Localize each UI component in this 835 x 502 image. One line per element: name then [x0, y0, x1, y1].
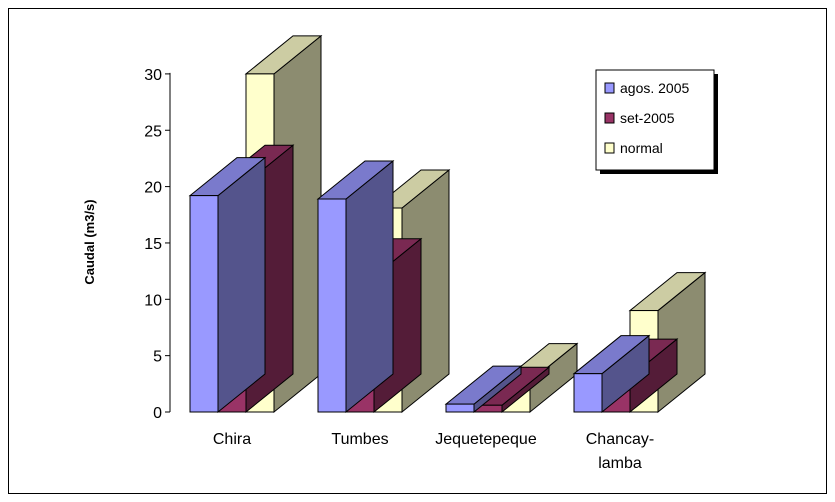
y-tick-label: 20 [144, 180, 162, 197]
category-label-line: Chancay- [586, 431, 654, 448]
y-axis: 0 5 10 15 20 25 30 [144, 67, 171, 422]
y-tick-label: 30 [144, 67, 162, 84]
legend-item: normal [604, 140, 663, 156]
bar-group [188, 34, 323, 414]
category-label: Chira [213, 431, 251, 448]
legend-item: set-2005 [604, 110, 675, 126]
bar-front-face [317, 198, 347, 413]
bar [444, 365, 523, 414]
legend-box [595, 69, 715, 171]
category-label: Jequetepeque [435, 431, 537, 448]
category-label: Chancay-lamba [586, 431, 654, 472]
legend-swatch [604, 142, 615, 154]
y-tick-label: 0 [153, 405, 162, 422]
bar-group [316, 159, 451, 414]
bar-front-face [573, 373, 603, 413]
category-label-line: Tumbes [331, 431, 388, 448]
category-labels: Chira Tumbes Jequetepeque Chancay-lamba [213, 431, 654, 472]
category-label: Tumbes [331, 431, 388, 448]
bar-group [572, 271, 707, 414]
bar-side-face [345, 159, 394, 414]
y-axis-title: Caudal (m3/s) [82, 199, 97, 284]
y-tick-label: 25 [144, 123, 162, 140]
y-tick-label: 5 [153, 349, 162, 366]
bar-group [444, 342, 579, 414]
bar-front-face [189, 195, 219, 413]
bar [188, 156, 267, 414]
bar [572, 334, 651, 414]
legend: agos. 2005 set-2005 normal [595, 69, 718, 174]
legend-label: set-2005 [620, 110, 675, 126]
category-label-line: Jequetepeque [435, 431, 537, 448]
legend-swatch [604, 82, 615, 94]
y-tick-label: 10 [144, 292, 162, 309]
legend-swatch [604, 112, 615, 124]
bar [316, 159, 395, 414]
bars [188, 34, 707, 414]
y-tick-label: 15 [144, 236, 162, 253]
legend-item: agos. 2005 [604, 80, 689, 96]
bar-side-face [217, 156, 266, 414]
legend-label: normal [620, 140, 663, 156]
bar-front-face [445, 403, 475, 413]
legend-label: agos. 2005 [620, 80, 689, 96]
category-label-line: Chira [213, 431, 251, 448]
category-label-line: lamba [598, 455, 642, 472]
